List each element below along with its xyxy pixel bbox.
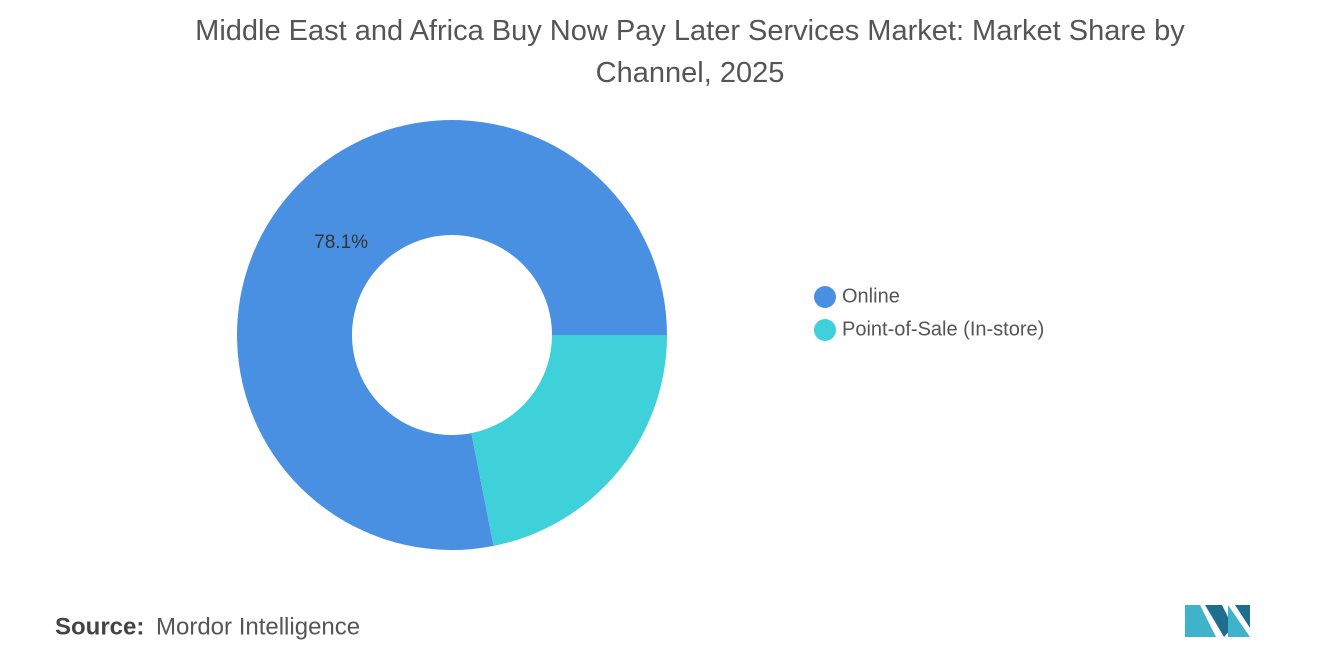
value-label: 78.1% <box>314 232 368 253</box>
legend-text: Point-of-Sale (In-store) <box>842 318 1044 340</box>
legend-text: Online <box>842 285 900 307</box>
logo-shape <box>1235 605 1250 628</box>
logo-shape <box>1185 605 1216 637</box>
slice <box>471 335 667 546</box>
source-label: Source: <box>55 613 144 640</box>
slice <box>237 119 667 550</box>
logo-shape <box>1205 605 1233 637</box>
source: Mordor Intelligence <box>156 613 360 640</box>
logo-shape <box>1228 605 1250 637</box>
logo <box>1185 605 1250 637</box>
legend-marker <box>814 319 836 341</box>
legend-marker <box>814 286 836 308</box>
chart-title: Middle East and Africa Buy Now Pay Later… <box>195 15 1185 89</box>
